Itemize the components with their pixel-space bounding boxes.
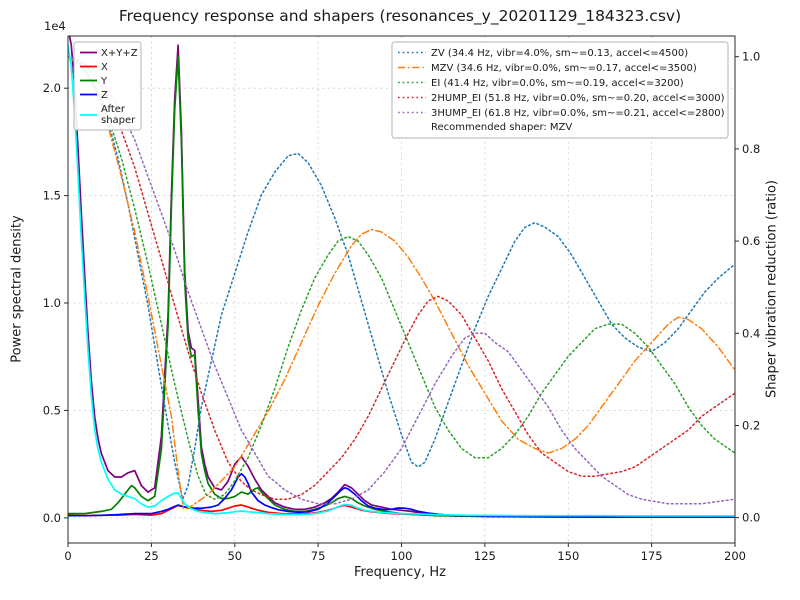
y-axis-label-left: Power spectral density (9, 215, 25, 363)
legend-label-after-shaper: After (101, 104, 126, 115)
tick-labels-layer: 0 25 50 75 100 125 150 175 200 0.0 0.5 1.0 1.5 2.0 0.0… (43, 50, 761, 563)
x-axis-label: Frequency, Hz (353, 565, 447, 580)
y-right-tick-label: 0.8 (742, 142, 760, 156)
y-left-tick-label: 2.0 (43, 81, 61, 95)
x-tick-label: 50 (227, 549, 242, 563)
recommended-shaper-note: Recommended shaper: MZV (431, 122, 572, 133)
legend-shapers: ZV (34.4 Hz, vibr=4.0%, sm~=0.13, accel<… (391, 41, 729, 139)
x-tick-label: 100 (391, 549, 413, 563)
legend-label-after-shaper: shaper (101, 115, 136, 126)
y-right-tick-label: 0.0 (742, 511, 760, 525)
curves-layer (68, 36, 735, 519)
legend-shapers-box (391, 41, 729, 139)
y-left-tick-label: 0.0 (43, 511, 61, 525)
x-tick-label: 0 (64, 549, 71, 563)
chart-title: Frequency response and shapers (resonanc… (118, 7, 682, 25)
legend-label-zv: ZV (34.4 Hz, vibr=4.0%, sm~=0.13, accel<… (431, 48, 688, 59)
series-line-ei (68, 55, 735, 500)
y-right-tick-label: 0.2 (742, 419, 760, 433)
series-line-zv (68, 55, 735, 500)
y-right-tick-label: 0.4 (742, 326, 760, 340)
x-tick-label: 200 (724, 549, 746, 563)
series-line-3hump-ei (68, 55, 735, 505)
x-tick-label: 150 (557, 549, 579, 563)
legend-label-mzv: MZV (34.6 Hz, vibr=0.0%, sm~=0.17, accel… (431, 63, 697, 74)
series-line-after-shaper (68, 44, 735, 517)
y-axis-offset-text: 1e4 (44, 19, 66, 33)
series-line-mzv (68, 55, 735, 510)
legend-label-x: X (101, 62, 108, 73)
y-right-tick-label: 0.6 (742, 234, 760, 248)
legend-label-3hump-ei: 3HUMP_EI (61.8 Hz, vibr=0.0%, sm~=0.21, … (431, 108, 725, 119)
x-tick-label: 125 (474, 549, 496, 563)
x-tick-label: 75 (311, 549, 326, 563)
legend-label-x-y-z: X+Y+Z (101, 48, 138, 59)
series-line-x-y-z (68, 36, 735, 518)
legend-psd-box (73, 41, 142, 131)
ticks-layer (64, 56, 739, 547)
legend-label-y: Y (100, 76, 108, 87)
y-right-tick-label: 1.0 (742, 50, 760, 64)
legend-label-ei: EI (41.4 Hz, vibr=0.0%, sm~=0.19, accel<… (431, 78, 684, 89)
series-line-2hump-ei (68, 55, 735, 500)
x-tick-label: 175 (641, 549, 663, 563)
y-left-tick-label: 1.5 (43, 189, 61, 203)
y-axis-label-right: Shaper vibration reduction (ratio) (764, 180, 780, 398)
y-left-tick-label: 0.5 (43, 403, 61, 417)
x-tick-label: 25 (144, 549, 159, 563)
y-left-tick-label: 1.0 (43, 296, 61, 310)
legend-label-z: Z (101, 90, 108, 101)
legend-label-2hump-ei: 2HUMP_EI (51.8 Hz, vibr=0.0%, sm~=0.20, … (431, 93, 725, 104)
